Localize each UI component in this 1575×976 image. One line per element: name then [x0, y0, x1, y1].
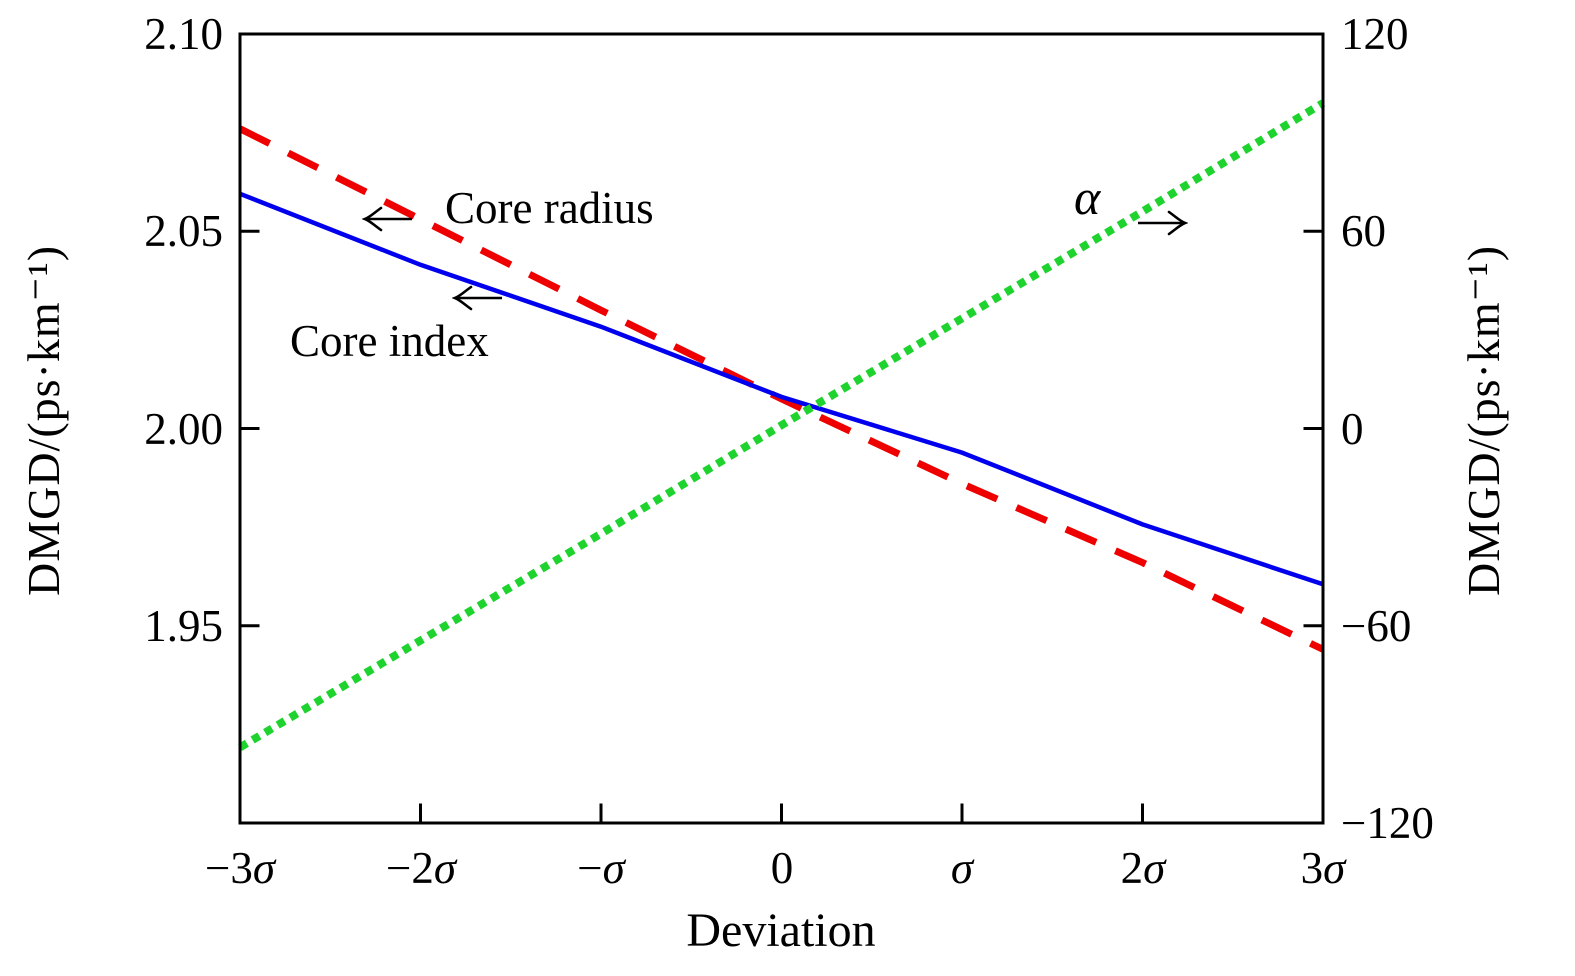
left-arrow-icon [362, 206, 412, 232]
y-right-tick-label: −120 [1341, 798, 1434, 848]
x-tick-label: 3σ [1300, 843, 1346, 893]
left-arrow-icon [452, 285, 502, 311]
series-lines [237, 99, 1326, 751]
plot-border [238, 32, 1325, 825]
core-radius-annotation: Core radius [445, 183, 654, 233]
axes-frame [238, 32, 1325, 825]
y-right-tick-label: 120 [1341, 9, 1409, 59]
y-left-tick-label: 2.00 [144, 404, 223, 454]
y-left-tick-label: 1.95 [144, 601, 223, 651]
y-right-tick-label: −60 [1341, 601, 1412, 651]
axis-ticks [238, 32, 1325, 825]
x-tick-label: −σ [577, 843, 625, 893]
x-tick-label: 0 [770, 843, 794, 893]
y-left-tick-label: 2.05 [144, 206, 223, 256]
left-axis-label: DMGD/(ps·km⁻¹) [18, 244, 69, 596]
series-core-index-line [239, 191, 1324, 587]
core-index-annotation: Core index [290, 316, 489, 366]
alpha-annotation: α [1074, 169, 1101, 225]
x-tick-label: σ [950, 843, 974, 893]
y-right-tick-label: 0 [1341, 404, 1364, 454]
x-tick-label: 2σ [1120, 843, 1166, 893]
y-right-tick-label: 60 [1341, 206, 1386, 256]
series-α-line [237, 99, 1326, 751]
x-tick-label: −2σ [385, 843, 457, 893]
x-tick-label: −3σ [204, 843, 276, 893]
right-arrow-icon [1138, 210, 1188, 236]
y-left-tick-label: 2.10 [144, 9, 223, 59]
x-axis-label: Deviation [686, 904, 876, 957]
